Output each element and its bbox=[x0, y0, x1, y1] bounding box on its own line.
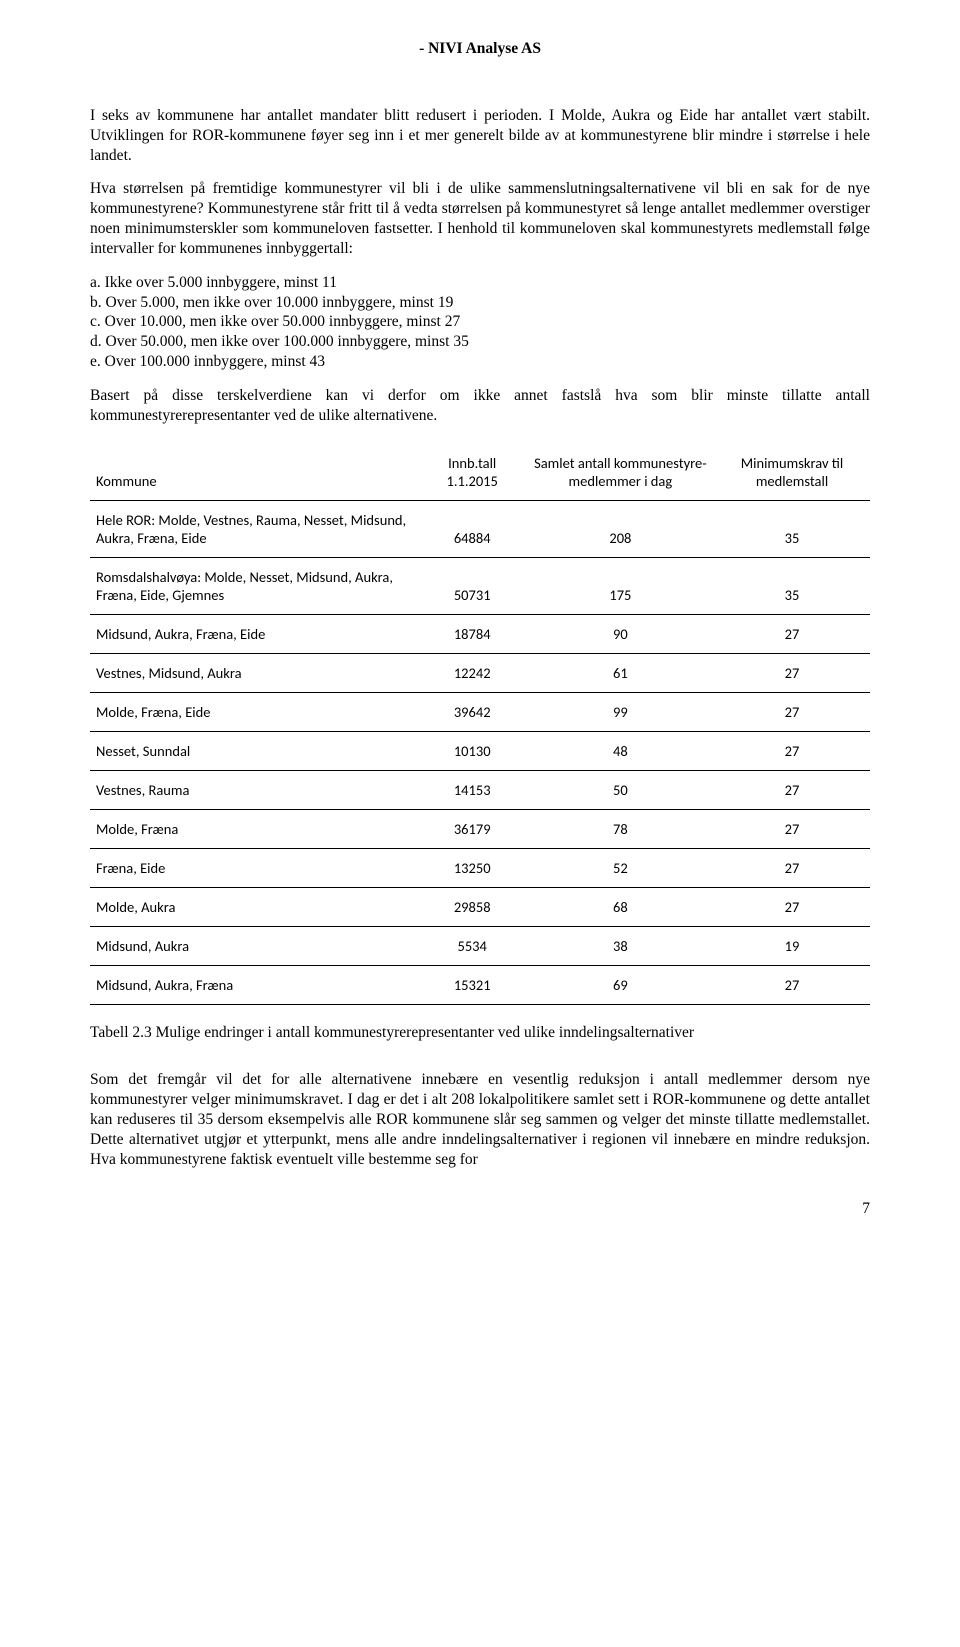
cell-kommune: Fræna, Eide bbox=[90, 848, 418, 887]
cell-samlet: 50 bbox=[527, 770, 714, 809]
table-row: Midsund, Aukra, Fræna153216927 bbox=[90, 965, 870, 1004]
table-row: Hele ROR: Molde, Vestnes, Rauma, Nesset,… bbox=[90, 500, 870, 557]
cell-minimum: 19 bbox=[714, 926, 870, 965]
table-row: Midsund, Aukra, Fræna, Eide187849027 bbox=[90, 614, 870, 653]
cell-minimum: 27 bbox=[714, 887, 870, 926]
table-row: Midsund, Aukra55343819 bbox=[90, 926, 870, 965]
column-header-kommune: Kommune bbox=[90, 444, 418, 501]
cell-minimum: 27 bbox=[714, 731, 870, 770]
page-number: 7 bbox=[90, 1200, 870, 1218]
cell-kommune: Midsund, Aukra bbox=[90, 926, 418, 965]
cell-kommune: Romsdalshalvøya: Molde, Nesset, Midsund,… bbox=[90, 557, 418, 614]
cell-samlet: 38 bbox=[527, 926, 714, 965]
cell-kommune: Midsund, Aukra, Fræna bbox=[90, 965, 418, 1004]
ordered-list: a. Ikke over 5.000 innbyggere, minst 11 … bbox=[90, 273, 870, 372]
list-item: d. Over 50.000, men ikke over 100.000 in… bbox=[90, 332, 870, 352]
cell-samlet: 90 bbox=[527, 614, 714, 653]
cell-samlet: 99 bbox=[527, 692, 714, 731]
table-row: Romsdalshalvøya: Molde, Nesset, Midsund,… bbox=[90, 557, 870, 614]
table-row: Vestnes, Rauma141535027 bbox=[90, 770, 870, 809]
table-row: Molde, Fræna361797827 bbox=[90, 809, 870, 848]
cell-kommune: Vestnes, Midsund, Aukra bbox=[90, 653, 418, 692]
cell-innbtall: 64884 bbox=[418, 500, 527, 557]
cell-innbtall: 36179 bbox=[418, 809, 527, 848]
list-item: c. Over 10.000, men ikke over 50.000 inn… bbox=[90, 312, 870, 332]
cell-kommune: Molde, Fræna, Eide bbox=[90, 692, 418, 731]
table-row: Molde, Fræna, Eide396429927 bbox=[90, 692, 870, 731]
cell-minimum: 27 bbox=[714, 614, 870, 653]
paragraph-4: Som det fremgår vil det for alle alterna… bbox=[90, 1070, 870, 1169]
cell-kommune: Nesset, Sunndal bbox=[90, 731, 418, 770]
cell-samlet: 175 bbox=[527, 557, 714, 614]
cell-kommune: Hele ROR: Molde, Vestnes, Rauma, Nesset,… bbox=[90, 500, 418, 557]
cell-samlet: 48 bbox=[527, 731, 714, 770]
data-table: Kommune Innb.tall 1.1.2015 Samlet antall… bbox=[90, 444, 870, 1005]
cell-samlet: 68 bbox=[527, 887, 714, 926]
cell-innbtall: 14153 bbox=[418, 770, 527, 809]
cell-samlet: 52 bbox=[527, 848, 714, 887]
cell-minimum: 27 bbox=[714, 770, 870, 809]
table-row: Vestnes, Midsund, Aukra122426127 bbox=[90, 653, 870, 692]
column-header-minimum: Minimumskrav til medlemstall bbox=[714, 444, 870, 501]
cell-minimum: 27 bbox=[714, 653, 870, 692]
column-header-innbtall: Innb.tall 1.1.2015 bbox=[418, 444, 527, 501]
table-row: Fræna, Eide132505227 bbox=[90, 848, 870, 887]
table-body: Hele ROR: Molde, Vestnes, Rauma, Nesset,… bbox=[90, 500, 870, 1004]
cell-innbtall: 18784 bbox=[418, 614, 527, 653]
cell-innbtall: 50731 bbox=[418, 557, 527, 614]
cell-minimum: 27 bbox=[714, 848, 870, 887]
table-caption: Tabell 2.3 Mulige endringer i antall kom… bbox=[90, 1023, 870, 1043]
cell-minimum: 35 bbox=[714, 557, 870, 614]
paragraph-3: Basert på disse terskelverdiene kan vi d… bbox=[90, 386, 870, 426]
list-item: e. Over 100.000 innbyggere, minst 43 bbox=[90, 352, 870, 372]
cell-innbtall: 12242 bbox=[418, 653, 527, 692]
cell-samlet: 208 bbox=[527, 500, 714, 557]
cell-innbtall: 15321 bbox=[418, 965, 527, 1004]
paragraph-1: I seks av kommunene har antallet mandate… bbox=[90, 106, 870, 165]
paragraph-2: Hva størrelsen på fremtidige kommunestyr… bbox=[90, 179, 870, 258]
table-header-row: Kommune Innb.tall 1.1.2015 Samlet antall… bbox=[90, 444, 870, 501]
cell-kommune: Midsund, Aukra, Fræna, Eide bbox=[90, 614, 418, 653]
cell-samlet: 78 bbox=[527, 809, 714, 848]
table-row: Nesset, Sunndal101304827 bbox=[90, 731, 870, 770]
cell-kommune: Vestnes, Rauma bbox=[90, 770, 418, 809]
cell-minimum: 27 bbox=[714, 692, 870, 731]
cell-samlet: 61 bbox=[527, 653, 714, 692]
column-header-samlet: Samlet antall kommunestyre-medlemmer i d… bbox=[527, 444, 714, 501]
cell-kommune: Molde, Aukra bbox=[90, 887, 418, 926]
cell-minimum: 27 bbox=[714, 965, 870, 1004]
cell-innbtall: 29858 bbox=[418, 887, 527, 926]
cell-kommune: Molde, Fræna bbox=[90, 809, 418, 848]
cell-minimum: 35 bbox=[714, 500, 870, 557]
cell-minimum: 27 bbox=[714, 809, 870, 848]
cell-innbtall: 39642 bbox=[418, 692, 527, 731]
list-item: a. Ikke over 5.000 innbyggere, minst 11 bbox=[90, 273, 870, 293]
cell-innbtall: 13250 bbox=[418, 848, 527, 887]
list-item: b. Over 5.000, men ikke over 10.000 innb… bbox=[90, 293, 870, 313]
document-page: - NIVI Analyse AS I seks av kommunene ha… bbox=[0, 0, 960, 1258]
cell-innbtall: 10130 bbox=[418, 731, 527, 770]
table-row: Molde, Aukra298586827 bbox=[90, 887, 870, 926]
cell-samlet: 69 bbox=[527, 965, 714, 1004]
document-header: - NIVI Analyse AS bbox=[90, 40, 870, 58]
cell-innbtall: 5534 bbox=[418, 926, 527, 965]
